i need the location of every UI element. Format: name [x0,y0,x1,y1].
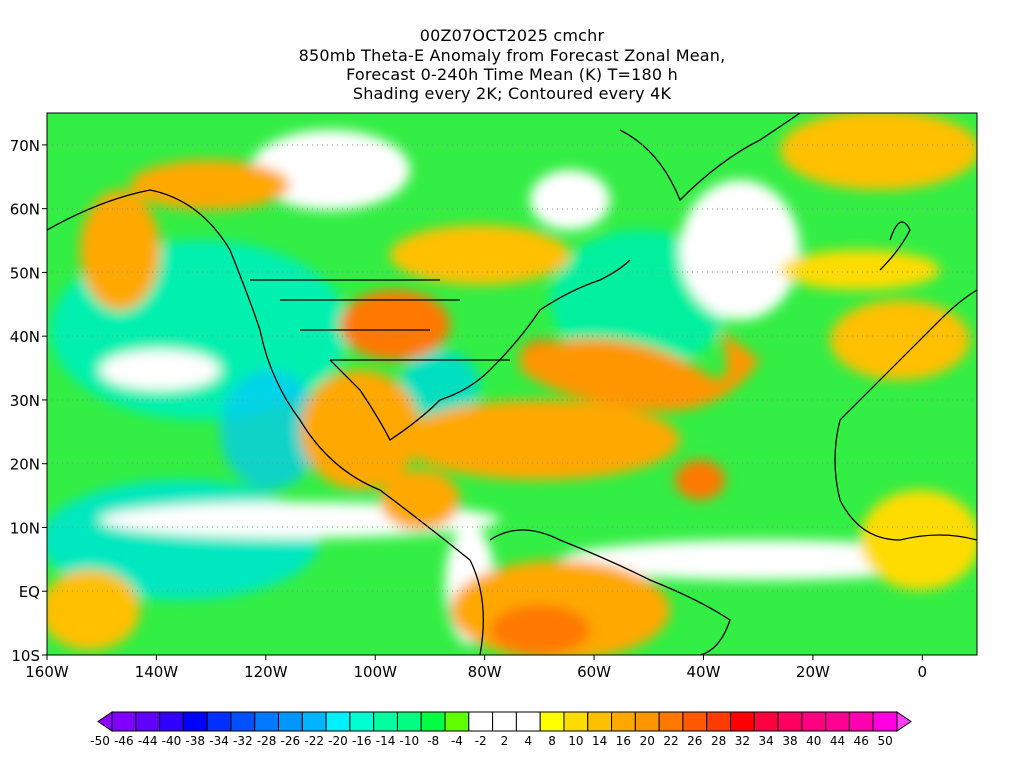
colorbar-swatch [563,711,589,732]
colorbar-swatch [444,711,470,732]
colorbar-swatch [254,711,280,732]
colorbar-label: -16 [352,734,372,748]
colorbar-label: -2 [475,734,487,748]
colorbar-swatch [539,711,565,732]
colorbar-label: -44 [138,734,158,748]
colorbar-low-arrow [97,711,113,732]
colorbar-label: 20 [640,734,655,748]
colorbar-swatch [658,711,684,732]
colorbar-swatch [111,711,137,732]
y-tick-label: 50N [10,264,40,282]
colorbar: -50 -46 -44 -40 -38 -34 -32 -28 -26 -22 -20 -16 -14-… [90,711,912,748]
map-frame [46,112,978,656]
colorbar-swatch [682,711,708,732]
x-tick-label: 40W [687,663,721,681]
title-line-4: Shading every 2K; Contoured every 4K [352,84,672,103]
x-tick-label: 120W [244,663,288,681]
grid-lines [47,144,977,592]
colorbar-label: -50 [90,734,110,748]
colorbar-label: 8 [548,734,556,748]
y-tick-label: 40N [10,328,40,346]
colorbar-swatch [230,711,256,732]
colorbar-swatch [301,711,327,732]
title-line-1: 00Z07OCT2025 cmchr [419,26,605,45]
colorbar-swatch [135,711,161,732]
colorbar-label: 26 [687,734,702,748]
colorbar-label: -46 [114,734,134,748]
colorbar-label: 38 [782,734,797,748]
colorbar-label: -32 [233,734,253,748]
colorbar-swatch [420,711,446,732]
title-line-3: Forecast 0-240h Time Mean (K) T=180 h [346,65,678,84]
colorbar-label: -40 [162,734,182,748]
x-tick-label: 140W [135,663,179,681]
colorbar-swatch [872,711,898,732]
colorbar-label: -34 [209,734,229,748]
colorbar-label: 10 [568,734,583,748]
colorbar-label: 14 [592,734,607,748]
colorbar-swatch [159,711,184,732]
y-tick-label: 10S [11,647,40,665]
x-tick-label: 0 [918,663,928,681]
colorbar-label: -4 [451,734,463,748]
colorbar-label: -38 [185,734,205,748]
colorbar-swatch [587,711,613,732]
colorbar-swatch [753,711,779,732]
x-tick-label: 80W [468,663,502,681]
colorbar-high-arrow [896,711,912,732]
colorbar-swatch [825,711,850,732]
colorbar-label: -14 [376,734,396,748]
shaded-field [47,113,977,655]
colorbar-label: 2 [501,734,509,748]
colorbar-label: -8 [427,734,439,748]
colorbar-label: -28 [257,734,277,748]
colorbar-label: 16 [616,734,631,748]
colorbar-swatch [492,711,517,732]
title-line-2: 850mb Theta-E Anomaly from Forecast Zona… [298,46,726,65]
colorbar-swatch [515,711,541,732]
coastlines [47,113,977,655]
colorbar-label: -10 [400,734,420,748]
x-tick-label: 20W [796,663,830,681]
colorbar-label: -22 [304,734,324,748]
colorbar-swatch [349,711,375,732]
colorbar-label: 22 [663,734,678,748]
colorbar-label: 40 [806,734,821,748]
x-tick-label: 100W [354,663,398,681]
colorbar-swatch [729,711,755,732]
colorbar-label: 44 [830,734,845,748]
colorbar-swatch [396,711,422,732]
colorbar-label: 34 [759,734,774,748]
colorbar-swatch [206,711,232,732]
x-tick-label: 160W [25,663,69,681]
colorbar-swatch [182,711,208,732]
y-tick-label: EQ [19,583,40,601]
y-tick-label: 10N [10,519,40,537]
colorbar-label: 4 [524,734,532,748]
colorbar-label: -20 [328,734,348,748]
y-tick-label: 60N [10,201,40,219]
colorbar-swatch [278,711,303,732]
colorbar-label: 46 [854,734,869,748]
y-tick-label: 20N [10,456,40,474]
colorbar-swatch [777,711,803,732]
colorbar-swatch [634,711,660,732]
y-tick-label: 70N [10,137,40,155]
colorbar-swatch [848,711,874,732]
colorbar-label: 28 [711,734,726,748]
x-tick-label: 60W [577,663,611,681]
y-tick-label: 30N [10,392,40,410]
colorbar-swatch [325,711,351,732]
colorbar-label: 32 [735,734,750,748]
colorbar-label: -26 [281,734,301,748]
colorbar-label: 50 [877,734,892,748]
colorbar-swatch [611,711,636,732]
colorbar-swatch [801,711,827,732]
colorbar-swatch [468,711,494,732]
colorbar-swatch [706,711,731,732]
colorbar-swatch [373,711,398,732]
